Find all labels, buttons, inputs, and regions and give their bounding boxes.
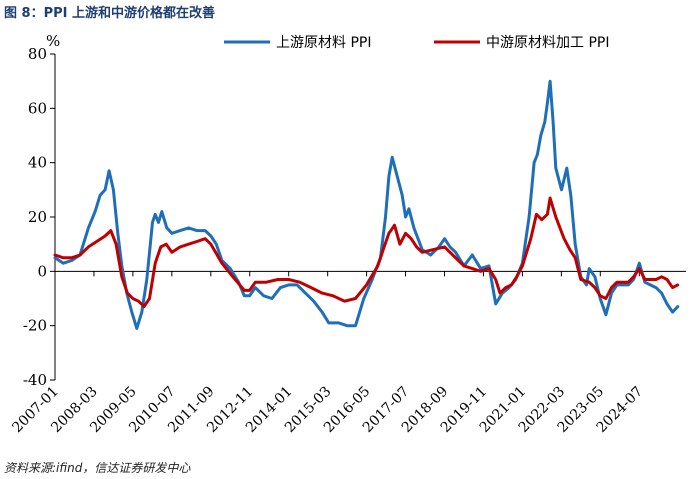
x-tick-layer: 2007-012008-032009-052010-072011-092012-… (9, 271, 646, 436)
axes (54, 54, 686, 380)
y-tick-label: 20 (28, 208, 47, 226)
y-tick-layer: -40 -20 0 20 40 60 80 (23, 45, 55, 389)
y-axis-unit: % (46, 32, 60, 50)
series-line-midstream (53, 196, 680, 309)
y-tick-label: 60 (28, 99, 47, 117)
y-tick-label: -20 (23, 317, 47, 335)
y-tick-label: 80 (28, 45, 47, 63)
series-layer (53, 79, 680, 330)
y-tick-label: 40 (28, 154, 47, 172)
legend-label: 上游原材料 PPI (276, 35, 371, 51)
y-tick-label: 0 (37, 262, 47, 280)
legend: 上游原材料 PPI 中游原材料加工 PPI (224, 35, 609, 51)
figure-title: 图 8：PPI 上游和中游价格都在改善 (4, 6, 215, 21)
legend-label: 中游原材料加工 PPI (486, 35, 609, 51)
series-line-upstream (53, 79, 680, 330)
y-tick-label: -40 (23, 371, 47, 389)
source-note: 资料来源:ifind，信达证券研发中心 (4, 461, 191, 475)
